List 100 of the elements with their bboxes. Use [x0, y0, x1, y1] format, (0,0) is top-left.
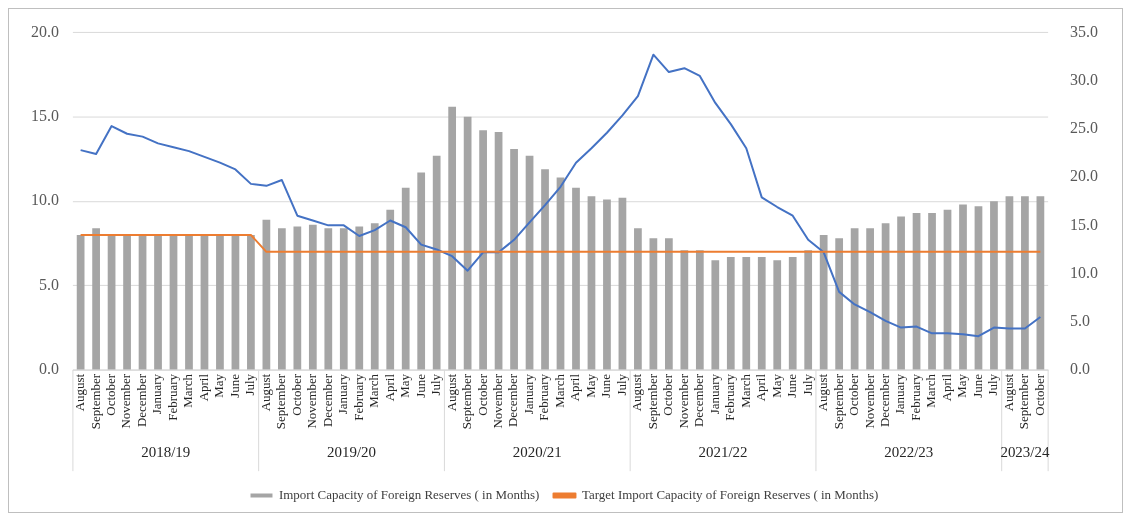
x-tick-label: February — [164, 373, 180, 421]
x-tick-label: July — [799, 373, 815, 396]
x-tick-label: August — [1000, 373, 1016, 412]
x-tick-label: August — [815, 373, 831, 412]
x-tick-label: November — [304, 373, 320, 429]
bar — [603, 199, 611, 370]
y-tick-label: 20.0 — [30, 22, 59, 40]
bar — [726, 256, 735, 370]
x-tick-label: July — [242, 373, 258, 396]
legend-label: Target Import Capacity of Foreign Reserves ( in Months) — [581, 486, 879, 502]
bar — [757, 256, 766, 370]
bar — [1021, 196, 1029, 370]
x-tick-label: January — [149, 373, 165, 415]
bar — [417, 172, 426, 370]
x-tick-label: January — [520, 373, 536, 415]
bar — [897, 216, 905, 370]
bar — [773, 260, 782, 370]
y2-tick-label: 10.0 — [1070, 263, 1099, 281]
x-tick-label: December — [691, 373, 707, 428]
x-tick-label: September — [830, 373, 846, 430]
x-tick-label: May — [582, 373, 598, 398]
x-tick-label: May — [768, 373, 784, 398]
x-tick-label: August — [443, 373, 459, 412]
x-tick-label: October — [102, 373, 118, 416]
x-tick-label: May — [397, 373, 413, 398]
x-tick-label: June — [226, 373, 242, 398]
bar — [695, 250, 704, 370]
x-tick-label: June — [412, 373, 428, 398]
y2-tick-label: 20.0 — [1070, 167, 1099, 185]
x-tick-label: June — [598, 373, 614, 398]
y-tick-label: 5.0 — [38, 275, 59, 293]
x-tick-label: September — [1016, 373, 1032, 430]
bar — [185, 234, 193, 370]
x-tick-label: June — [784, 373, 800, 398]
bar — [804, 250, 813, 370]
x-tick-label: October — [1031, 373, 1047, 416]
bar — [293, 226, 302, 370]
x-tick-label: February — [350, 373, 366, 421]
x-tick-label: October — [660, 373, 676, 416]
text: 2023/24 — [1000, 444, 1050, 461]
x-tick-label: October — [846, 373, 862, 416]
x-tick-label: December — [319, 373, 335, 428]
bar — [990, 201, 998, 370]
bar — [680, 250, 689, 370]
bar — [479, 130, 487, 370]
bar — [247, 234, 255, 370]
text: 2018/19 — [141, 444, 191, 461]
text: 2019/20 — [327, 444, 377, 461]
x-tick-label: February — [907, 373, 923, 421]
x-tick-label: February — [722, 373, 738, 421]
x-tick-label: May — [211, 373, 227, 398]
x-tick-label: March — [366, 373, 382, 408]
x-tick-label: September — [87, 373, 103, 430]
bar — [928, 213, 936, 370]
bar — [308, 224, 317, 370]
legend-label: Import Capacity of Foreign Reserves ( in Months) — [278, 486, 540, 502]
bar — [788, 256, 797, 370]
x-tick-label: April — [381, 373, 397, 402]
y-tick-label: 15.0 — [30, 107, 59, 125]
x-tick-label: March — [551, 373, 567, 408]
x-tick-label: December — [505, 373, 521, 428]
bar — [401, 187, 410, 370]
bar — [278, 228, 286, 370]
y2-tick-label: 15.0 — [1070, 215, 1099, 233]
y2-tick-label: 0.0 — [1070, 360, 1091, 378]
x-tick-label: November — [675, 373, 691, 429]
x-tick-label: November — [489, 373, 506, 429]
y-tick-label: 10.0 — [30, 191, 59, 209]
bar — [572, 187, 580, 370]
x-tick-label: September — [644, 373, 660, 430]
bar — [386, 209, 395, 370]
x-tick-label: November — [118, 373, 134, 429]
text: 2022/23 — [884, 444, 934, 461]
bar — [866, 228, 874, 370]
bar — [835, 238, 844, 370]
x-tick-label: December — [133, 373, 149, 428]
bar — [819, 234, 828, 370]
y2-tick-label: 35.0 — [1070, 22, 1099, 40]
y-tick-label: 0.0 — [38, 360, 59, 378]
x-tick-label: July — [985, 373, 1001, 396]
x-tick-label: March — [180, 373, 196, 408]
x-tick-label: January — [706, 373, 722, 415]
y2-tick-label: 5.0 — [1070, 311, 1091, 329]
text: 2020/21 — [512, 444, 562, 461]
bar — [711, 260, 720, 370]
x-tick-label: September — [273, 373, 289, 430]
bar — [850, 228, 859, 370]
x-tick-label: January — [892, 373, 908, 415]
x-tick-label: April — [753, 373, 769, 402]
x-tick-label: February — [536, 373, 552, 421]
x-tick-label: May — [954, 373, 970, 398]
bar — [123, 234, 131, 370]
bar — [448, 106, 457, 370]
bar — [742, 256, 751, 370]
x-tick-label: April — [195, 373, 211, 402]
x-tick-label: August — [72, 373, 88, 412]
bar — [370, 223, 379, 370]
x-tick-label: January — [335, 373, 351, 415]
x-tick-label: March — [923, 373, 939, 408]
x-tick-label: December — [876, 373, 893, 428]
